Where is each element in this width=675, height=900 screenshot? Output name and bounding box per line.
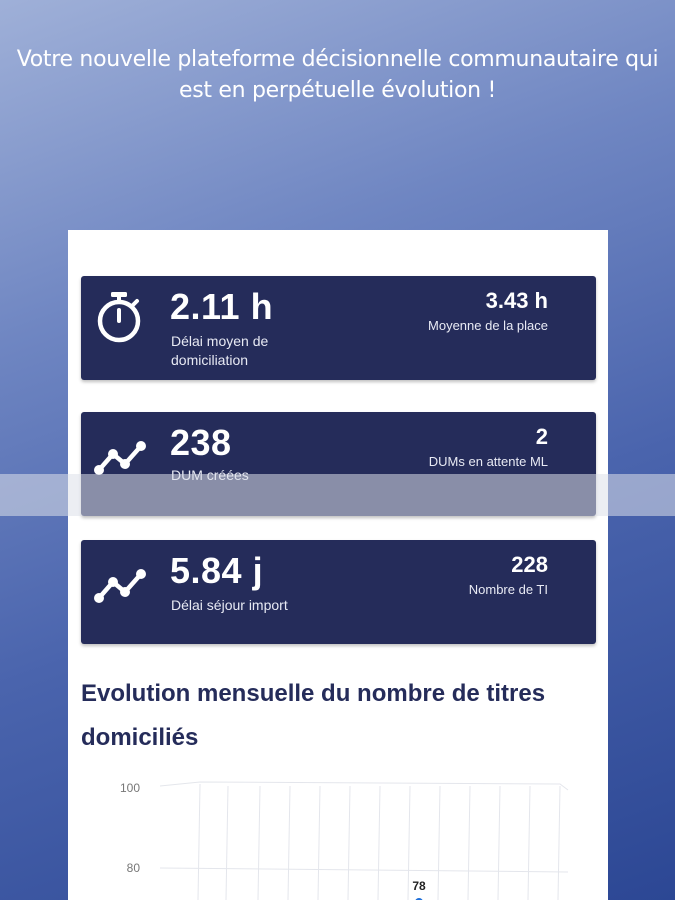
trend-line-icon (94, 441, 146, 475)
grid-line-vertical (527, 785, 531, 900)
dashboard-panel: 2.11 h Délai moyen de domiciliation 3.43… (68, 230, 608, 900)
side-value: 228 (511, 552, 548, 577)
grid-line-vertical (287, 785, 291, 900)
overlay-band (0, 474, 675, 516)
kpi-card-import[interactable]: 5.84 j Délai séjour import 228 Nombre de… (81, 540, 596, 644)
side-value: 2 (535, 424, 548, 449)
monthly-chart: 100 80 78 (120, 781, 569, 900)
y-tick-label: 80 (127, 861, 141, 875)
main-value: 2.11 h (170, 286, 274, 327)
grid-line-vertical (377, 785, 381, 900)
grid-line-vertical (225, 785, 229, 900)
grid-line-horizontal (159, 867, 569, 873)
kpi-card-domiciliation[interactable]: 2.11 h Délai moyen de domiciliation 3.43… (81, 276, 596, 380)
grid-line-vertical (257, 785, 261, 900)
tagline: Votre nouvelle plateforme décisionnelle … (16, 47, 659, 103)
main-value: 238 (170, 422, 232, 463)
grid-line-vertical (437, 785, 441, 900)
chart-title: Evolution mensuelle du nombre de titres … (81, 680, 546, 751)
side-label: DUMs en attente ML (428, 454, 548, 469)
grid-line-vertical (467, 785, 471, 900)
y-tick-label: 100 (120, 781, 140, 795)
main-label: Délai moyen de domiciliation (171, 333, 269, 368)
grid-line-vertical (497, 785, 501, 900)
main-label: Délai séjour import (171, 597, 288, 613)
stopwatch-icon (97, 292, 141, 343)
grid-line-vertical (317, 785, 321, 900)
grid-line-vertical (347, 785, 351, 900)
main-value: 5.84 j (170, 550, 264, 591)
trend-line-icon (94, 569, 146, 603)
grid-line-top (159, 781, 569, 791)
grid-line-vertical (557, 785, 561, 900)
side-value: 3.43 h (485, 288, 548, 313)
data-label: 78 (412, 879, 426, 893)
grid-line-vertical (407, 785, 411, 900)
side-label: Nombre de TI (468, 582, 548, 597)
side-label: Moyenne de la place (428, 318, 548, 333)
grid-line-vertical (197, 783, 201, 900)
